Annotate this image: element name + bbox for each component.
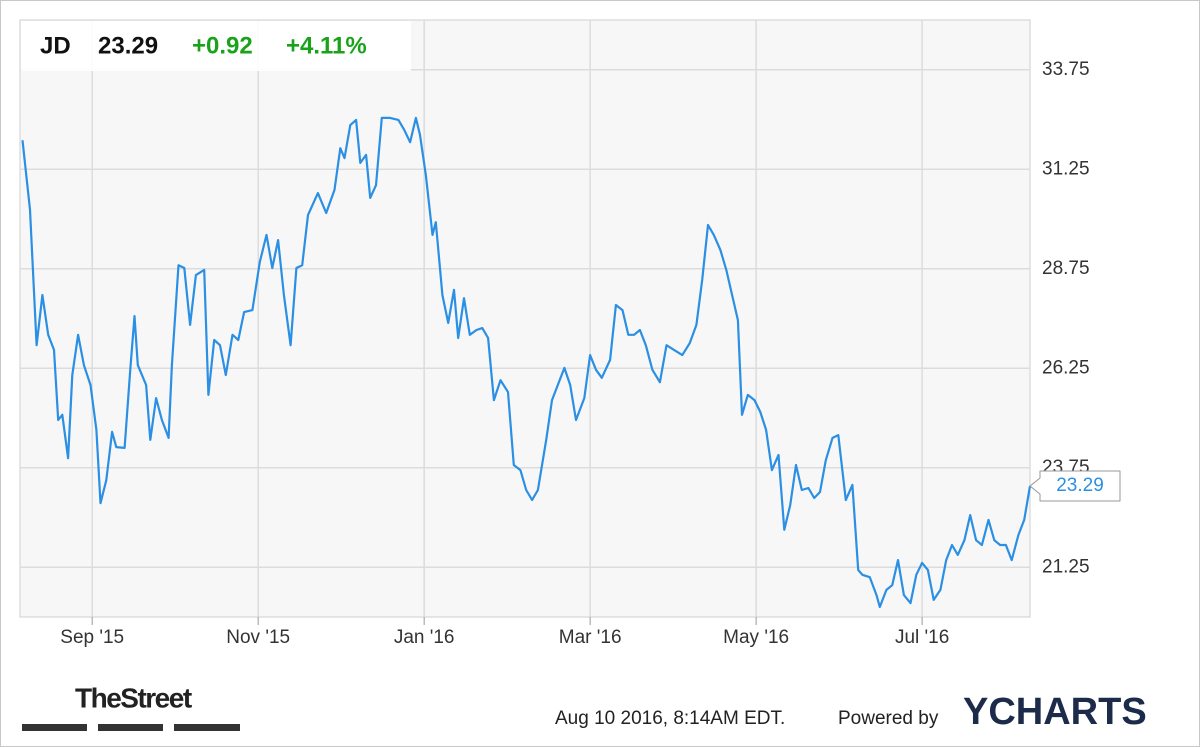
x-tick-label: Mar '16 (559, 627, 622, 648)
publisher: TheStreet (75, 682, 192, 713)
price: 23.29 (98, 32, 158, 59)
y-tick-label: 33.75 (1042, 59, 1090, 80)
x-tick-label: Nov '15 (226, 627, 290, 648)
y-tick-label: 26.25 (1042, 357, 1090, 378)
grid (20, 20, 1030, 625)
quote-box (21, 21, 411, 71)
logo-bar (98, 724, 163, 731)
logo-bar (174, 724, 240, 731)
ticker: JD (40, 32, 71, 59)
last-value-label: 23.29 (1056, 475, 1104, 496)
logo-bar (22, 724, 87, 731)
powered-by: Powered by (838, 708, 939, 729)
x-tick-label: May '16 (723, 627, 789, 648)
change-pct: +4.11% (286, 32, 367, 59)
brand: YCHARTS (963, 691, 1147, 733)
x-tick-label: Sep '15 (60, 627, 124, 648)
y-tick-label: 31.25 (1042, 158, 1090, 179)
x-tick-label: Jan '16 (394, 627, 455, 648)
change: +0.92 (192, 32, 253, 59)
x-tick-label: Jul '16 (895, 627, 949, 648)
y-tick-label: 28.75 (1042, 258, 1090, 279)
last-value-callout (1029, 470, 1121, 502)
lines (21, 116, 1032, 609)
plot-area (19, 19, 1031, 618)
price-line (21, 116, 1032, 609)
timestamp: Aug 10 2016, 8:14AM EDT. (555, 708, 785, 729)
y-tick-label: 21.25 (1042, 556, 1090, 577)
